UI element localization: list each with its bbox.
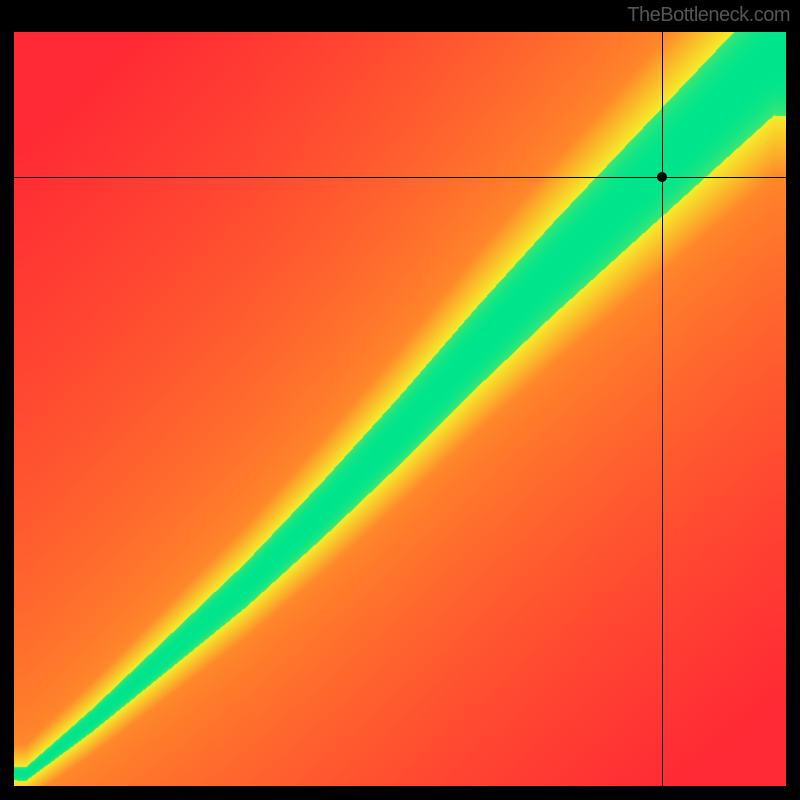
plot-area (14, 32, 786, 786)
crosshair-marker (657, 172, 667, 182)
crosshair-vertical (662, 32, 663, 786)
crosshair-horizontal (14, 177, 786, 178)
heatmap-canvas (14, 32, 786, 786)
chart-container: TheBottleneck.com (0, 0, 800, 800)
watermark-text: TheBottleneck.com (627, 4, 790, 27)
